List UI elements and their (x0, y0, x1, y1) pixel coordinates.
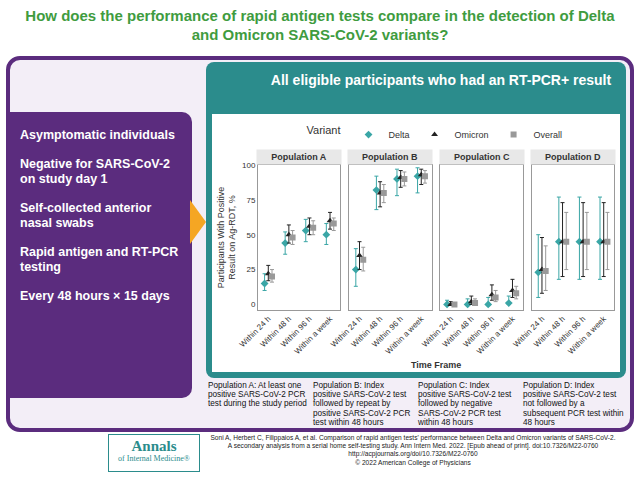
svg-text:Variant: Variant (307, 124, 341, 136)
svg-text:Overall: Overall (534, 130, 563, 140)
svg-text:Within 24 h: Within 24 h (329, 314, 364, 349)
svg-text:Population D: Population D (545, 152, 601, 162)
html-text:Rapid antigen and RT-PCR testi: Rapid antigen and RT-PCR testing (20, 245, 179, 274)
html-text:How does the performance of ra: How does the performance of rapid antige… (25, 7, 615, 43)
svg-text:Within a week: Within a week (566, 314, 608, 356)
svg-text:Within 96 h: Within 96 h (370, 314, 405, 349)
svg-text:Within a week: Within a week (293, 314, 335, 356)
svg-text:0: 0 (251, 300, 256, 309)
html-text:© 2022 American College of Phy: © 2022 American College of Physicians (355, 458, 471, 466)
svg-text:25: 25 (246, 265, 255, 274)
html-text:Negative for SARS-CoV-2 on stu: Negative for SARS-CoV-2 on study day 1 (20, 157, 170, 186)
svg-text:Within 96 h: Within 96 h (553, 314, 588, 349)
html-text:Population B: Index positive S: Population B: Index positive SARS-CoV-2 … (313, 381, 411, 427)
html-text:of Internal Medicine®: of Internal Medicine® (118, 454, 190, 463)
svg-text:Within 48 h: Within 48 h (532, 314, 567, 349)
svg-text:Within 24 h: Within 24 h (420, 314, 455, 349)
svg-text:Participants With PositiveResu: Participants With PositiveResult on Ag-R… (216, 187, 238, 289)
svg-text:Time Frame: Time Frame (411, 360, 461, 370)
svg-text:Within 48 h: Within 48 h (441, 314, 476, 349)
svg-text:Within a week: Within a week (384, 314, 426, 356)
html-text:Asymptomatic individuals: Asymptomatic individuals (20, 128, 175, 142)
html-text:Population C: Index positive S: Population C: Index positive SARS-CoV-2 … (418, 381, 512, 427)
svg-text:100: 100 (242, 161, 256, 170)
html-text:Population A: At least one pos: Population A: At least one positive SARS… (208, 381, 307, 409)
svg-text:Omicron: Omicron (455, 130, 489, 140)
html-text:All eligible participants who: All eligible participants who had an RT-… (270, 72, 612, 88)
svg-text:50: 50 (246, 231, 255, 240)
svg-text:Delta: Delta (389, 130, 410, 140)
svg-text:Population B: Population B (362, 152, 418, 162)
html-text:Population D: Index positive S: Population D: Index positive SARS-CoV-2 … (523, 381, 624, 427)
svg-text:75: 75 (246, 196, 255, 205)
html-text:http://acpjournals.org/doi/10.: http://acpjournals.org/doi/10.7326/M22-0… (348, 450, 478, 458)
svg-text:Within 96 h: Within 96 h (461, 314, 496, 349)
svg-text:Within 48 h: Within 48 h (258, 314, 293, 349)
svg-text:Population A: Population A (271, 152, 327, 162)
html-text:Annals: Annals (131, 438, 177, 454)
html-text:Self-collected anterior nasal: Self-collected anterior nasal swabs (20, 201, 152, 230)
html-text:Every 48 hours × 15 days: Every 48 hours × 15 days (20, 289, 170, 303)
svg-text:Within a week: Within a week (475, 314, 517, 356)
svg-text:Population C: Population C (454, 152, 510, 162)
svg-text:Within 96 h: Within 96 h (279, 314, 314, 349)
svg-text:Within 24 h: Within 24 h (512, 314, 547, 349)
svg-text:Within 24 h: Within 24 h (238, 314, 273, 349)
html-text:Soni A, Herbert C, Filippaios: Soni A, Herbert C, Filippaios A, et al. … (210, 434, 616, 450)
svg-text:Within 48 h: Within 48 h (350, 314, 385, 349)
